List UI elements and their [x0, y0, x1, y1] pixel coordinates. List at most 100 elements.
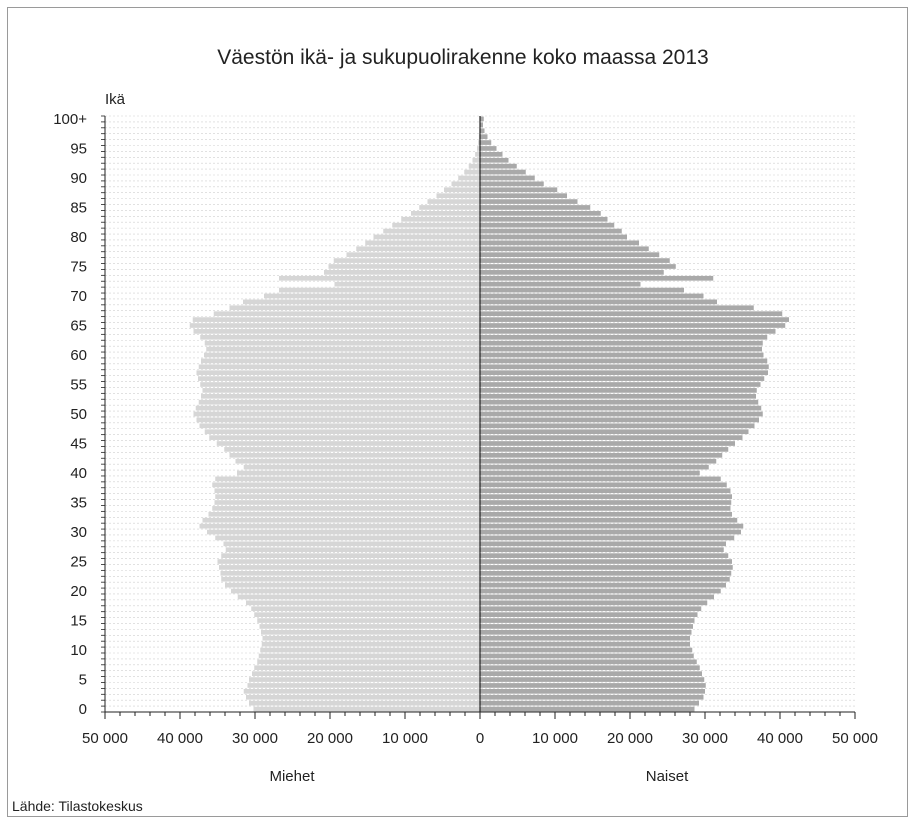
bar-women-age-93	[480, 157, 509, 163]
y-tick-label: 25	[70, 554, 87, 571]
x-tick-label: 40 000	[757, 730, 803, 747]
grid-lines	[105, 115, 855, 713]
bar-men-age-94	[475, 152, 480, 157]
bar-men-age-9	[258, 653, 480, 659]
bar-women-age-7	[480, 665, 700, 671]
bar-men-age-53	[201, 393, 480, 399]
bar-women-age-41	[480, 464, 709, 470]
bar-women-age-33	[480, 511, 732, 517]
bar-women-age-65	[480, 323, 786, 328]
bar-women-age-80	[480, 234, 627, 240]
y-tick-label: 20	[70, 583, 87, 600]
chart-title: Väestön ikä- ja sukupuolirakenne koko ma…	[217, 46, 708, 69]
bar-women-age-20	[480, 588, 721, 594]
y-tick-label: 15	[70, 613, 87, 630]
bar-men-age-23	[220, 570, 480, 576]
bar-women-age-24	[480, 565, 733, 570]
bar-women-age-73	[480, 275, 714, 281]
bar-women-age-9	[480, 653, 694, 659]
bar-men-age-66	[192, 317, 480, 322]
y-tick-label: 35	[70, 495, 87, 512]
bar-women-age-4	[480, 683, 706, 688]
bar-women-age-95	[480, 146, 497, 151]
bar-women-age-91	[480, 169, 526, 175]
x-tick-label: 30 000	[682, 730, 728, 747]
y-tick-label: 30	[70, 524, 87, 541]
bar-men-age-10	[260, 647, 480, 653]
bar-men-age-1	[249, 700, 480, 706]
bar-men-age-63	[200, 334, 480, 340]
bar-men-age-14	[259, 624, 480, 629]
bar-men-age-38	[212, 482, 480, 488]
bar-women-age-62	[480, 340, 763, 346]
bar-men-age-92	[468, 163, 480, 169]
bar-women-age-26	[480, 553, 729, 558]
bar-women-age-72	[480, 281, 641, 287]
bar-women-age-47	[480, 429, 749, 435]
x-tick-label: 20 000	[607, 730, 653, 747]
bar-women-age-38	[480, 482, 727, 488]
bar-men-age-49	[196, 417, 480, 423]
bar-women-age-37	[480, 488, 731, 494]
y-tick-label: 70	[70, 288, 87, 305]
bar-men-age-69	[243, 299, 480, 305]
bar-women-age-60	[480, 352, 764, 358]
bar-women-age-49	[480, 417, 759, 423]
bar-men-age-56	[198, 376, 480, 381]
y-tick-label: 45	[70, 436, 87, 453]
bar-men-age-79	[365, 240, 480, 246]
bar-women-age-39	[480, 476, 721, 482]
bar-men-age-35	[214, 500, 480, 505]
bar-women-age-3	[480, 688, 705, 694]
bar-women-age-56	[480, 376, 765, 381]
bar-women-age-52	[480, 399, 759, 405]
bar-women-age-44	[480, 447, 729, 452]
x-tick-label: 50 000	[832, 730, 878, 747]
y-tick-label: 75	[70, 258, 87, 275]
x-tick-labels: 50 000 40 000 30 000 20 000 10 000 0 10 000 20 …	[82, 730, 878, 747]
x-tick-label: 40 000	[157, 730, 203, 747]
bar-men-age-18	[246, 600, 480, 606]
bar-women-age-45	[480, 441, 735, 446]
bar-men-age-36	[215, 494, 480, 499]
bar-women-age-96	[480, 140, 492, 145]
bar-women-age-68	[480, 305, 754, 311]
bar-women-age-34	[480, 506, 731, 511]
bar-men-age-31	[199, 523, 480, 529]
bar-women-age-28	[480, 541, 726, 547]
bar-men-age-22	[221, 576, 480, 582]
bar-women-age-81	[480, 228, 622, 234]
y-tick-label: 0	[79, 701, 87, 718]
bar-women-age-58	[480, 364, 769, 370]
y-tick-label: 5	[79, 672, 87, 689]
y-axis-title: Ikä	[105, 91, 126, 108]
bar-women-age-15	[480, 618, 695, 623]
bar-men-age-44	[224, 447, 480, 452]
bar-men-age-93	[472, 157, 480, 163]
bar-men-age-15	[257, 618, 480, 623]
bar-men-age-78	[356, 246, 480, 252]
bar-women-age-67	[480, 311, 783, 317]
bar-men-age-0	[253, 706, 480, 712]
bar-women-age-12	[480, 635, 690, 641]
bar-women-age-79	[480, 240, 639, 246]
bar-women-age-64	[480, 329, 776, 334]
bar-men-age-76	[333, 258, 480, 263]
bar-men-age-51	[195, 405, 480, 411]
bar-men-age-85	[419, 205, 480, 210]
bar-women-age-46	[480, 435, 743, 440]
bar-women-age-23	[480, 570, 732, 576]
bar-men-age-28	[223, 541, 480, 547]
bar-women-age-92	[480, 163, 517, 169]
bar-men-age-81	[383, 228, 480, 234]
bar-men-age-55	[200, 382, 480, 387]
bar-men-age-80	[373, 234, 480, 240]
male-bars	[189, 116, 480, 712]
bar-women-age-32	[480, 517, 738, 523]
bar-women-age-50	[480, 411, 763, 417]
bar-men-age-48	[199, 423, 480, 429]
bar-men-age-89	[451, 181, 480, 187]
bar-women-age-59	[480, 358, 768, 364]
bar-women-age-10	[480, 647, 693, 653]
bar-men-age-54	[202, 388, 480, 393]
